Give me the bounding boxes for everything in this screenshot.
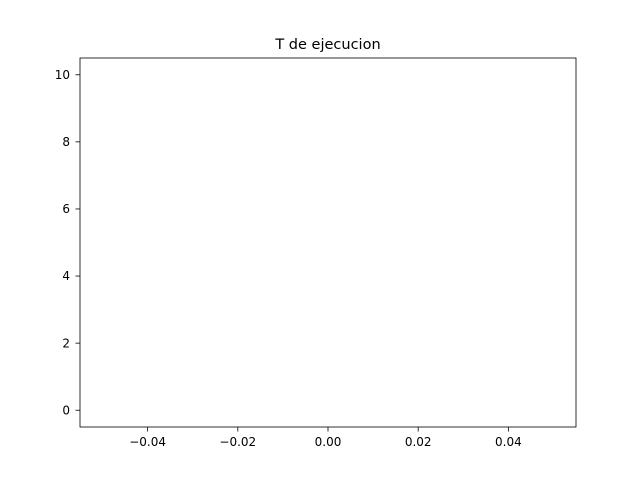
x-tick-label: −0.04 [129,435,166,449]
x-tick-label: −0.02 [219,435,256,449]
y-tick-label: 2 [62,336,70,350]
x-tick-label: 0.02 [405,435,432,449]
chart-title: T de ejecucion [274,37,380,53]
y-tick-label: 10 [55,68,70,82]
y-axis: 0 2 4 6 8 10 [55,68,80,417]
x-axis: −0.04 −0.02 0.00 0.02 0.04 [129,427,522,449]
y-tick-label: 6 [62,202,70,216]
y-tick-label: 4 [62,269,70,283]
y-tick-label: 8 [62,135,70,149]
x-tick-label: 0.04 [495,435,522,449]
x-tick-label: 0.00 [315,435,342,449]
y-tick-label: 0 [62,403,70,417]
